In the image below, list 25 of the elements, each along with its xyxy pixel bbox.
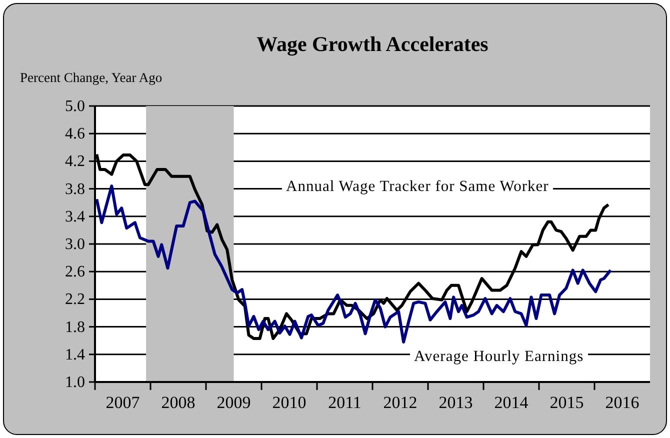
x-tick-label: 2007 [106, 393, 140, 412]
x-tick-label: 2016 [605, 393, 640, 412]
y-tick-label: 1.4 [65, 346, 85, 364]
y-tick-label: 3.8 [65, 180, 85, 198]
y-tick-label: 4.6 [65, 126, 85, 143]
y-tick-label: 1.8 [65, 318, 85, 336]
y-tick-label: 2.6 [65, 264, 85, 281]
x-tick-label: 2008 [161, 393, 196, 412]
x-tick-label: 2011 [328, 393, 362, 412]
chart-title: Wage Growth Accelerates [256, 32, 490, 57]
y-tick-label: 2.2 [65, 291, 85, 308]
x-tick-label: 2013 [438, 393, 473, 412]
x-tick-label: 2009 [216, 393, 251, 412]
y-tick-label: 5.0 [65, 98, 85, 115]
y-axis-title: Percent Change, Year Ago [20, 70, 162, 86]
x-tick-label: 2015 [550, 393, 584, 412]
series-label: Average Hourly Earnings [410, 348, 588, 366]
y-tick-label: 3.0 [65, 236, 85, 253]
y-tick-label: 4.2 [65, 153, 85, 170]
x-tick-label: 2012 [383, 393, 418, 412]
y-tick-label: 3.4 [65, 208, 85, 226]
series-label: Annual Wage Tracker for Same Worker [282, 178, 553, 196]
x-tick-label: 2014 [494, 393, 529, 412]
y-tick-label: 1.0 [65, 374, 85, 391]
x-tick-label: 2010 [272, 393, 306, 412]
